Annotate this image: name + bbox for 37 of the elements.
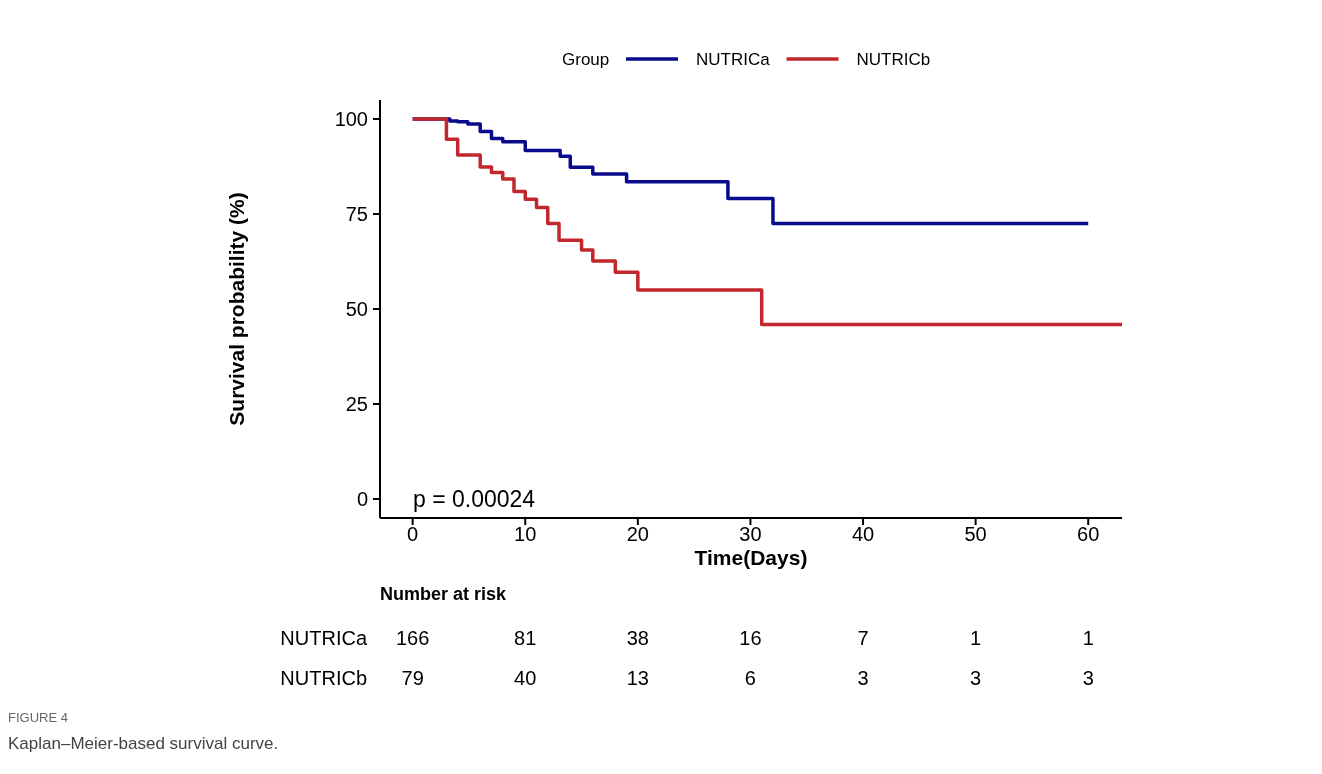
x-tick-label: 40 [851,523,875,545]
text: 79 [401,667,424,689]
x-tick-label: 50 [964,523,987,545]
text: 1 [1082,627,1094,649]
y-tick-label: 100 [334,108,368,130]
y-tick-label: 0 [356,488,368,510]
text: 40 [514,667,537,689]
x-tick-label: 60 [1077,523,1100,545]
text: FIGURE 4 [8,710,68,725]
legend-label: NUTRICa [696,50,771,69]
text: 7 [857,627,869,649]
text: 3 [970,667,982,689]
x-tick-label: 0 [407,523,419,545]
x-tick-label: 20 [626,523,649,545]
y-tick-label: 50 [345,298,368,320]
text: NUTRICb [280,667,367,689]
y-axis-title: Survival probability (%) [225,192,248,426]
legend-title: Group [562,50,610,69]
text: 13 [626,667,649,689]
x-axis-title: Time(Days) [694,546,808,569]
text: 3 [857,667,869,689]
text: 6 [744,667,756,689]
text: NUTRICa [280,627,367,649]
text: 81 [514,627,537,649]
text: Number at risk [380,584,508,604]
legend-label: NUTRICb [856,50,931,69]
annotation: p = 0.00024 [413,486,536,512]
text: 1 [970,627,982,649]
x-tick-label: 10 [514,523,537,545]
text: 3 [1082,667,1094,689]
y-tick-label: 25 [345,393,368,415]
text: 166 [395,627,430,649]
y-tick-label: 75 [345,203,368,225]
x-tick-label: 30 [739,523,762,545]
text: 38 [626,627,649,649]
text: 16 [739,627,762,649]
text: Kaplan–Meier-based survival curve. [8,734,279,753]
